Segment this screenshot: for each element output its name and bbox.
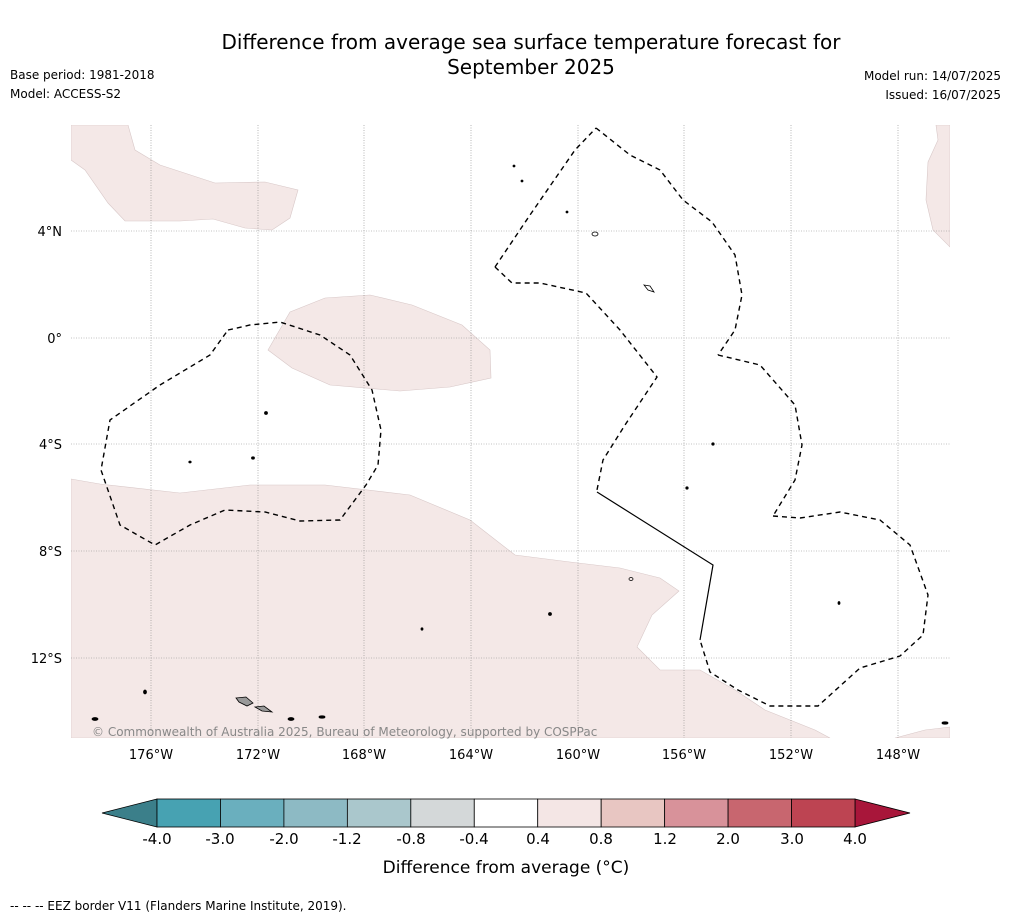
- colorbar-segment: [537, 798, 602, 828]
- colorbar-high-extend: [854, 798, 911, 828]
- eez-border-south-east: [699, 511, 929, 707]
- lon-label: 160°W: [556, 748, 600, 763]
- colorbar-tick-labels: -4.0 -3.0 -2.0 -1.2 -0.8 -0.4 0.4 0.8 1.…: [142, 830, 867, 848]
- colorbar-segment: [156, 798, 221, 828]
- issued-date: Issued: 16/07/2025: [885, 88, 1001, 102]
- graticule: [71, 125, 950, 738]
- colorbar-tick-label: 4.0: [843, 830, 867, 848]
- lat-label: 4°S: [39, 438, 62, 453]
- lon-label: 176°W: [129, 748, 173, 763]
- eez-legend-note: -- -- -- EEZ border V11 (Flanders Marine…: [10, 899, 347, 913]
- lon-label: 152°W: [769, 748, 813, 763]
- eez-border-phoenix-line: [494, 127, 597, 268]
- copyright-notice: © Commonwealth of Australia 2025, Bureau…: [92, 725, 597, 739]
- colorbar-segment: [791, 798, 856, 828]
- colorbar-tick-label: -3.0: [205, 830, 234, 848]
- lon-label: 156°W: [662, 748, 706, 763]
- lon-label: 148°W: [876, 748, 920, 763]
- anomaly-region-northeast: [925, 125, 950, 248]
- colorbar-tick-label: 0.4: [526, 830, 550, 848]
- lon-label: 172°W: [236, 748, 280, 763]
- colorbar-tick-label: -1.2: [332, 830, 361, 848]
- colorbar-title: Difference from average (°C): [383, 858, 630, 878]
- anomaly-region-north: [71, 125, 299, 231]
- lat-label: 0°: [47, 332, 62, 347]
- base-period: Base period: 1981-2018: [10, 68, 155, 82]
- colorbar-segments: [156, 798, 856, 828]
- anomaly-fill: [71, 125, 950, 738]
- model-run: Model run: 14/07/2025: [863, 69, 1001, 83]
- colorbar-tick-label: -0.8: [396, 830, 425, 848]
- island-kiritimati: [643, 284, 655, 293]
- colorbar-segment: [727, 798, 792, 828]
- colorbar-segment: [600, 798, 666, 828]
- colorbar-tick-label: 3.0: [780, 830, 804, 848]
- colorbar-tick-label: 0.8: [589, 830, 613, 848]
- samoa-upolu: [235, 696, 254, 707]
- lat-label: 12°S: [31, 652, 62, 667]
- samoa-savaii-east: [253, 705, 274, 713]
- colorbar: -4.0 -3.0 -2.0 -1.2 -0.8 -0.4 0.4 0.8 1.…: [101, 798, 911, 878]
- colorbar-segment: [220, 798, 285, 828]
- colorbar-tick-label: -2.0: [269, 830, 298, 848]
- islands: [91, 164, 949, 725]
- colorbar-segment: [664, 798, 729, 828]
- lon-label: 168°W: [342, 748, 386, 763]
- colorbar-tick-label: 2.0: [716, 830, 740, 848]
- title-line-2: September 2025: [447, 55, 615, 79]
- anomaly-region-south: [71, 478, 831, 738]
- colorbar-tick-label: -4.0: [142, 830, 171, 848]
- colorbar-segment: [346, 798, 412, 828]
- anomaly-region-central: [267, 294, 492, 392]
- eez-border-cook: [717, 354, 803, 517]
- map-plot-area: [71, 125, 950, 738]
- longitude-labels: 176°W 172°W 168°W 164°W 160°W 156°W 152°…: [129, 748, 920, 763]
- eez-border-solid: [596, 491, 714, 641]
- eez-border-west-line: [494, 266, 658, 491]
- eez-border-line-islands: [595, 127, 743, 356]
- map-title: Difference from average sea surface temp…: [0, 30, 1011, 80]
- anomaly-region-southeast: [894, 726, 950, 738]
- model-name: Model: ACCESS-S2: [10, 87, 122, 101]
- eez-border-tokelau: [100, 321, 382, 546]
- latitude-labels: 4°N 0° 4°S 8°S 12°S: [31, 225, 62, 667]
- colorbar-segment: [473, 798, 539, 828]
- colorbar-low-extend: [101, 798, 158, 828]
- lat-label: 8°S: [39, 545, 62, 560]
- colorbar-tick-label: -0.4: [459, 830, 488, 848]
- colorbar-segment: [410, 798, 475, 828]
- lon-label: 164°W: [449, 748, 493, 763]
- title-line-1: Difference from average sea surface temp…: [221, 30, 841, 54]
- colorbar-segment: [283, 798, 348, 828]
- colorbar-tick-label: 1.2: [653, 830, 677, 848]
- eez-borders: [100, 127, 929, 707]
- lat-label: 4°N: [38, 225, 63, 240]
